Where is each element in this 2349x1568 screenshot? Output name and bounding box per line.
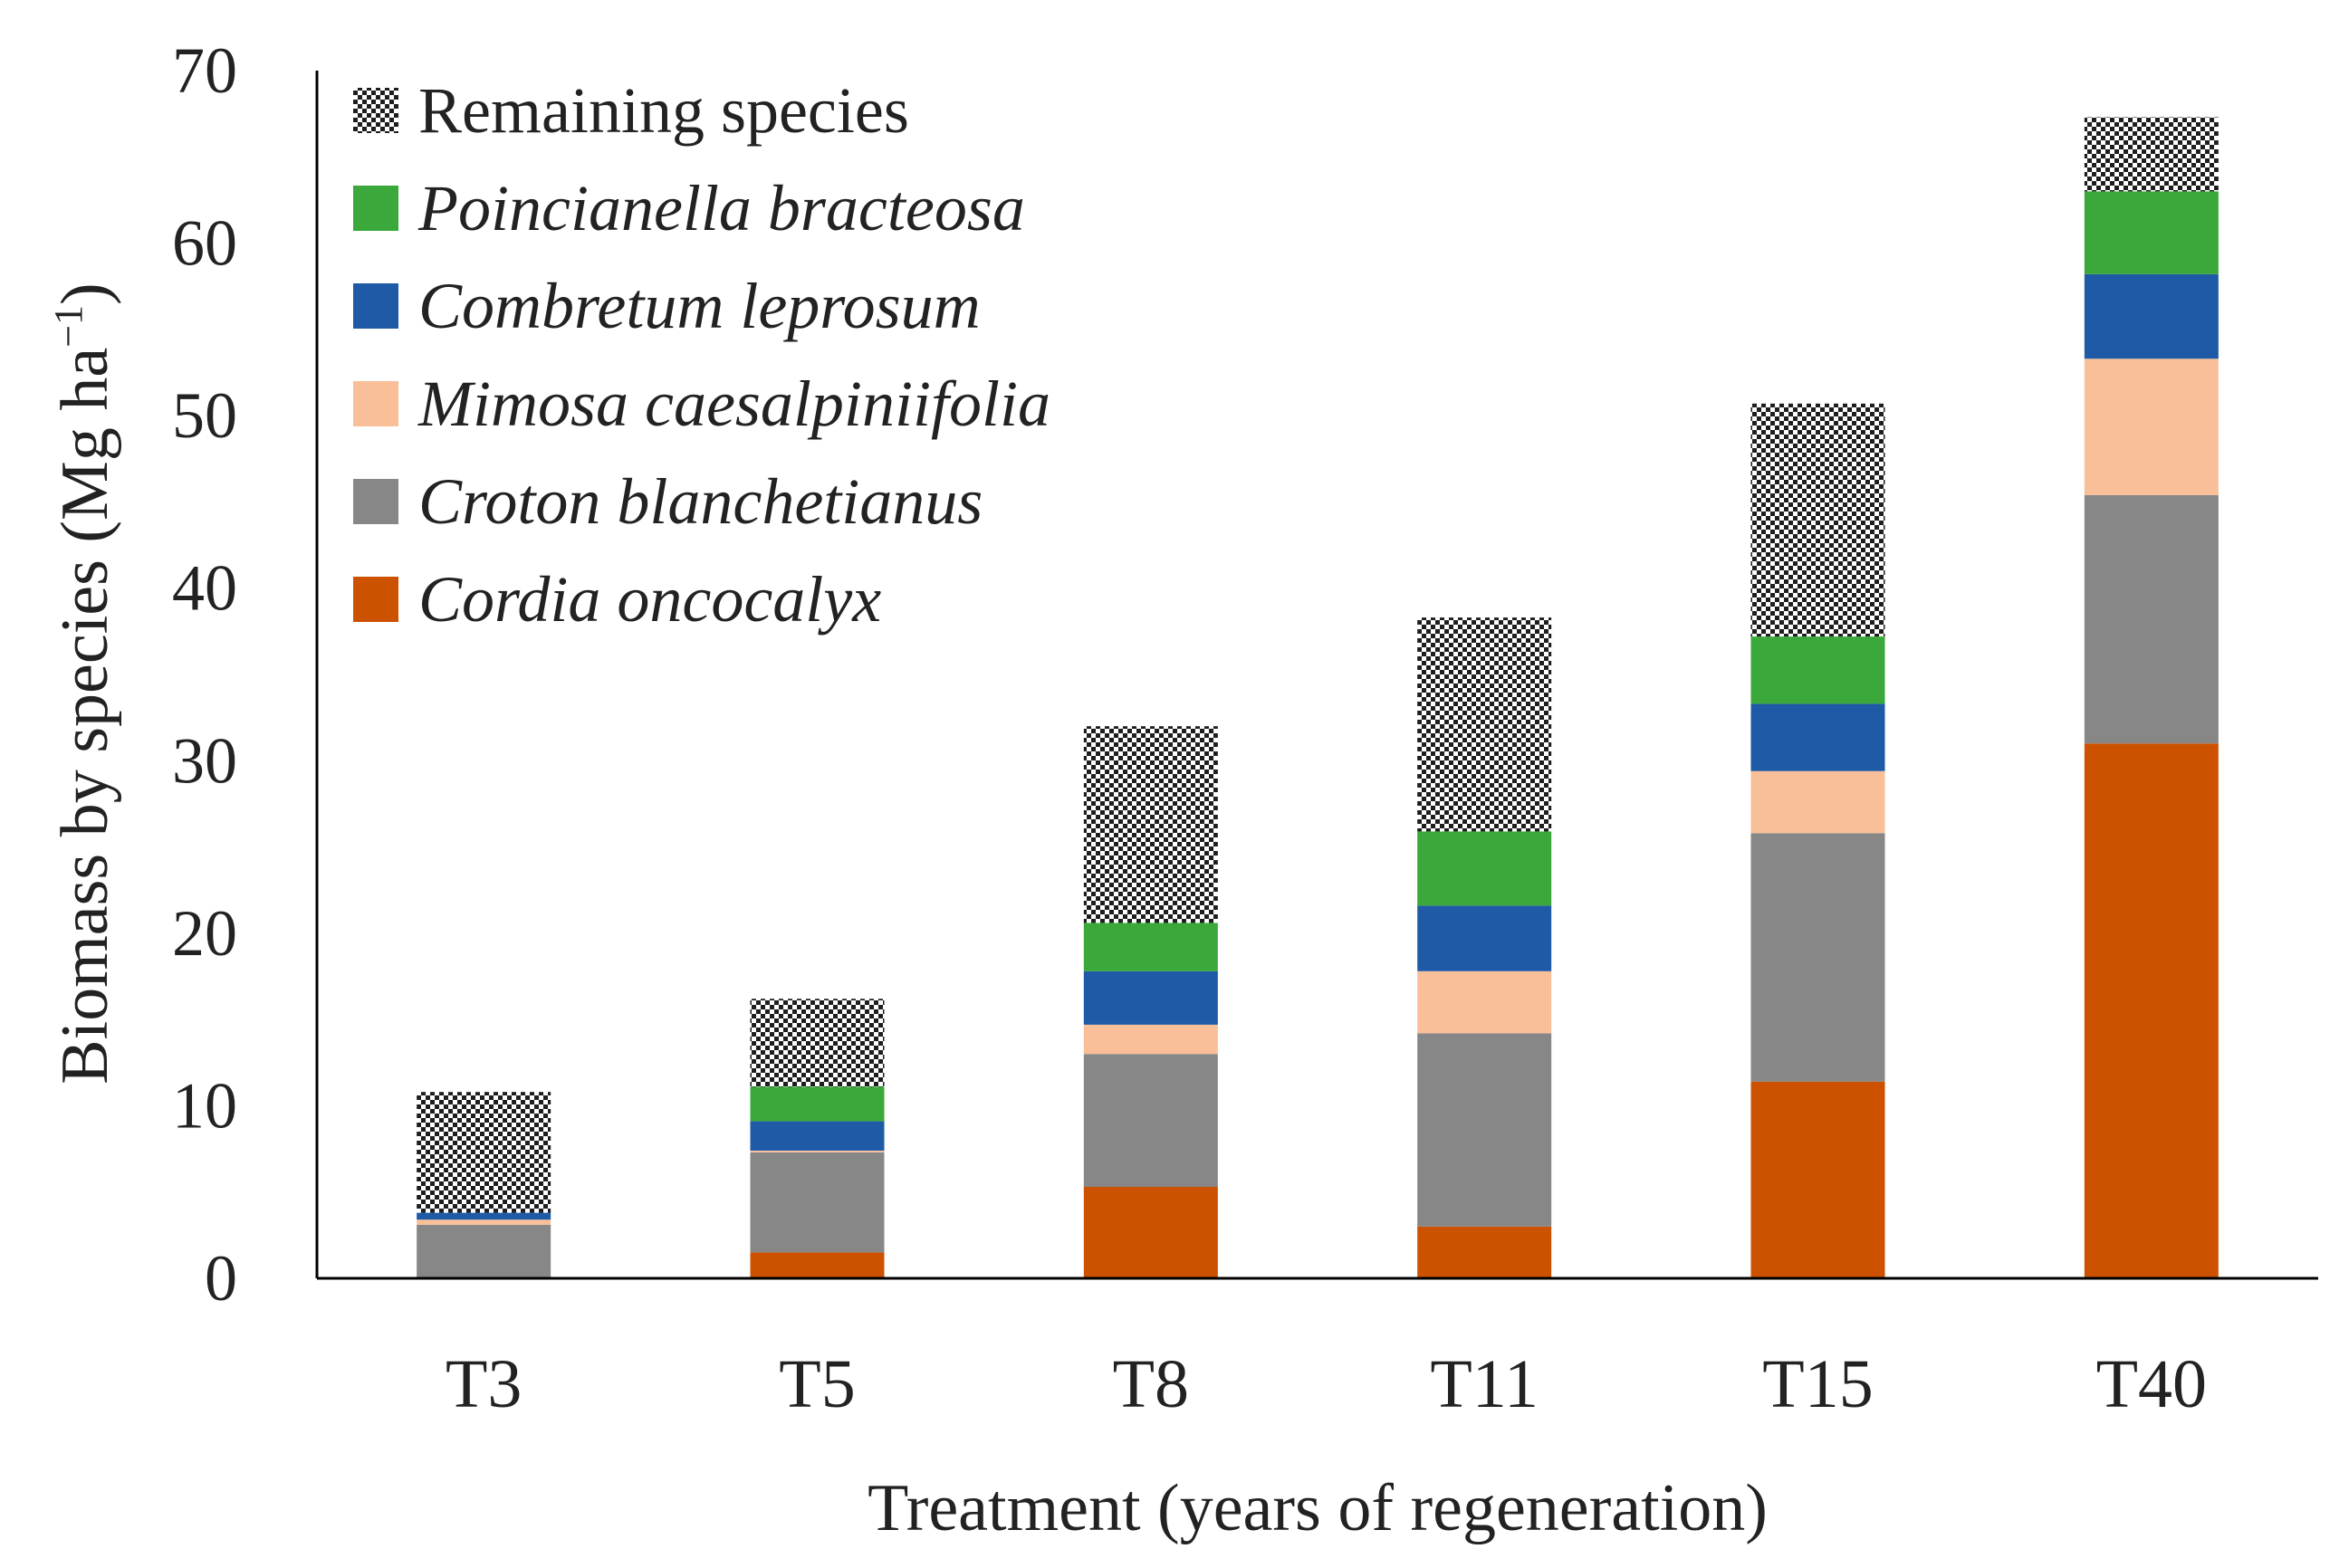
- bar-segment-t5-s4: [750, 1086, 885, 1122]
- x-category-label: T5: [779, 1346, 855, 1422]
- bar-segment-t5-s0: [750, 1252, 885, 1278]
- legend-swatch: [353, 283, 398, 329]
- bar-segment-t15-s3: [1750, 703, 1885, 771]
- bar-segment-t11-s2: [1417, 970, 1552, 1034]
- legend-label: Cordia oncocalyx: [418, 563, 881, 636]
- bar-segment-t40-s1: [2084, 494, 2219, 744]
- bars-group: [417, 117, 2219, 1278]
- bar-segment-t11-s5: [1417, 617, 1552, 832]
- x-category-label: T15: [1762, 1346, 1873, 1422]
- y-tick-label: 20: [172, 897, 237, 970]
- bar-segment-t40-s0: [2084, 743, 2219, 1278]
- x-category-label: T40: [2096, 1346, 2207, 1422]
- bar-segment-t5-s2: [750, 1150, 885, 1152]
- bar-segment-t8-s0: [1083, 1186, 1218, 1278]
- bar-segment-t3-s2: [417, 1219, 551, 1225]
- bar-segment-t15-s5: [1750, 403, 1885, 637]
- legend-label: Combretum leprosum: [418, 270, 981, 342]
- bar-segment-t3-s1: [417, 1224, 551, 1278]
- x-axis-categories: T3 T5 T8 T11 T15 T40: [446, 1346, 2207, 1422]
- bar-segment-t40-s4: [2084, 191, 2219, 274]
- bar-segment-t5-s3: [750, 1121, 885, 1151]
- bar-segment-t3-s3: [417, 1212, 551, 1220]
- y-tick-label: 50: [172, 379, 237, 452]
- bar-segment-t8-s5: [1083, 726, 1218, 923]
- bar-segment-t15-s0: [1750, 1081, 1885, 1278]
- x-category-label: T8: [1113, 1346, 1189, 1422]
- bar-segment-t15-s4: [1750, 636, 1885, 704]
- legend-label: Poincianella bracteosa: [417, 172, 1025, 244]
- legend: Remaining species Poincianella bracteosa C…: [353, 74, 1050, 636]
- y-tick-label: 0: [205, 1242, 237, 1315]
- bar-segment-t15-s2: [1750, 770, 1885, 834]
- y-tick-label: 40: [172, 552, 237, 625]
- bar-segment-t8-s3: [1083, 970, 1218, 1025]
- bar-segment-t40-s2: [2084, 359, 2219, 495]
- legend-label: Croton blanchetianus: [418, 465, 983, 538]
- bar-segment-t5-s5: [750, 999, 885, 1087]
- legend-swatch: [353, 88, 398, 133]
- legend-swatch: [353, 479, 398, 524]
- y-tick-label: 70: [172, 34, 237, 107]
- legend-swatch: [353, 381, 398, 426]
- bar-segment-t5-s1: [750, 1152, 885, 1253]
- bar-segment-t11-s3: [1417, 905, 1552, 971]
- legend-label: Remaining species: [418, 74, 909, 147]
- y-tick-label: 10: [172, 1069, 237, 1142]
- legend-swatch: [353, 577, 398, 622]
- bar-segment-t8-s2: [1083, 1024, 1218, 1055]
- bar-segment-t8-s4: [1083, 923, 1218, 971]
- y-tick-label: 60: [172, 207, 237, 280]
- x-category-label: T11: [1430, 1346, 1539, 1422]
- legend-label: Mimosa caesalpiniifolia: [417, 368, 1050, 440]
- y-axis-ticks: 0 10 20 30 40 50 60 70: [172, 34, 237, 1315]
- bar-segment-t40-s5: [2084, 117, 2219, 192]
- bar-segment-t3-s5: [417, 1092, 551, 1213]
- bar-segment-t11-s4: [1417, 831, 1552, 906]
- x-category-label: T3: [446, 1346, 522, 1422]
- y-axis-title-main: Biomass by species (Mg ha: [48, 348, 122, 1085]
- bar-segment-t11-s0: [1417, 1226, 1552, 1278]
- bar-segment-t8-s1: [1083, 1054, 1218, 1187]
- y-axis-title-close: ): [48, 282, 122, 305]
- bar-segment-t11-s1: [1417, 1033, 1552, 1227]
- bar-segment-t40-s3: [2084, 273, 2219, 359]
- y-axis-title-superscript: −1: [46, 305, 91, 348]
- y-tick-label: 30: [172, 724, 237, 797]
- y-axis-title: Biomass by species (Mg ha−1): [46, 282, 122, 1084]
- bar-segment-t15-s1: [1750, 833, 1885, 1082]
- x-axis-title: Treatment (years of regeneration): [868, 1471, 1768, 1545]
- legend-swatch: [353, 186, 398, 231]
